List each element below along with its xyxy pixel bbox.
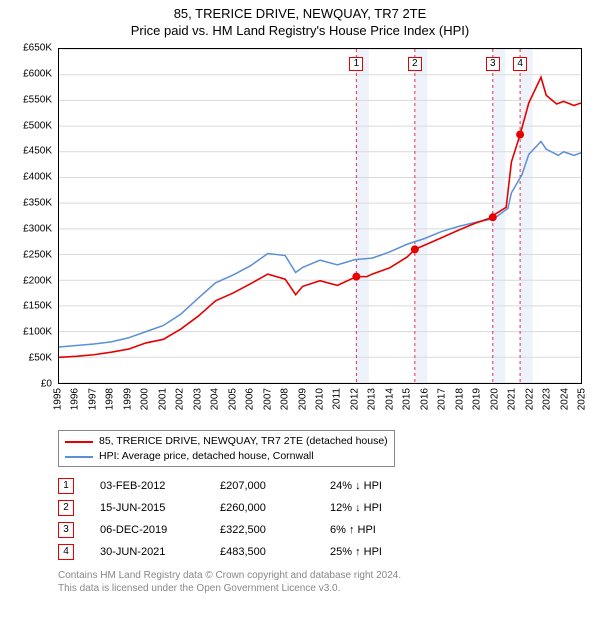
x-tick-label: 2018 — [454, 388, 465, 410]
legend: 85, TRERICE DRIVE, NEWQUAY, TR7 2TE (det… — [58, 430, 395, 467]
x-tick-label: 2007 — [262, 388, 273, 410]
x-tick-label: 1999 — [122, 388, 133, 410]
x-tick-label: 2008 — [280, 388, 291, 410]
chart-area: £0 £50K £100K £150K £200K £250K £300K £350K £400… — [10, 44, 586, 424]
x-axis-labels: 1995199619971998199920002001200220032004… — [58, 386, 582, 424]
x-tick-label: 2024 — [559, 388, 570, 410]
chart-figure: 85, TRERICE DRIVE, NEWQUAY, TR7 2TE Pric… — [0, 0, 600, 595]
attribution-line2: This data is licensed under the Open Gov… — [58, 582, 586, 595]
x-tick-label: 2005 — [227, 388, 238, 410]
title-line2: Price paid vs. HM Land Registry's House … — [0, 23, 600, 38]
x-tick-label: 2006 — [245, 388, 256, 410]
title-block: 85, TRERICE DRIVE, NEWQUAY, TR7 2TE Pric… — [0, 0, 600, 38]
event-date: 30-JUN-2021 — [100, 541, 220, 563]
event-badge-4: 4 — [513, 57, 527, 71]
x-tick-label: 1996 — [70, 388, 81, 410]
x-tick-label: 2016 — [419, 388, 430, 410]
plot: 1 2 34 — [58, 48, 582, 384]
x-tick-label: 1995 — [53, 388, 64, 410]
x-tick-label: 2000 — [140, 388, 151, 410]
y-tick-label: £0 — [41, 379, 52, 390]
event-delta: 24% ↓ HPI — [330, 475, 382, 497]
x-tick-label: 2020 — [489, 388, 500, 410]
event-delta: 25% ↑ HPI — [330, 541, 382, 563]
x-tick-label: 2004 — [210, 388, 221, 410]
x-tick-label: 2022 — [524, 388, 535, 410]
event-badge-1: 1 — [349, 57, 363, 71]
y-tick-label: £550K — [23, 94, 52, 105]
event-price: £322,500 — [220, 519, 330, 541]
y-tick-label: £450K — [23, 146, 52, 157]
legend-row: HPI: Average price, detached house, Corn… — [65, 449, 388, 464]
x-tick-label: 2002 — [175, 388, 186, 410]
x-tick-label: 2013 — [367, 388, 378, 410]
event-row: 4 30-JUN-2021£483,50025% ↑ HPI — [58, 541, 586, 563]
event-badge: 3 — [58, 522, 74, 538]
x-tick-label: 2001 — [157, 388, 168, 410]
event-row: 1 03-FEB-2012£207,00024% ↓ HPI — [58, 475, 586, 497]
x-tick-label: 2003 — [192, 388, 203, 410]
x-tick-label: 2017 — [437, 388, 448, 410]
x-tick-label: 2025 — [577, 388, 588, 410]
y-tick-label: £400K — [23, 172, 52, 183]
y-tick-label: £100K — [23, 327, 52, 338]
legend-label: 85, TRERICE DRIVE, NEWQUAY, TR7 2TE (det… — [99, 434, 388, 449]
legend-swatch — [65, 456, 93, 458]
event-price: £483,500 — [220, 541, 330, 563]
x-tick-label: 2014 — [384, 388, 395, 410]
y-tick-label: £650K — [23, 43, 52, 54]
events-table: 1 03-FEB-2012£207,00024% ↓ HPI 2 15-JUN-201… — [58, 475, 586, 563]
event-price: £207,000 — [220, 475, 330, 497]
x-tick-label: 2012 — [349, 388, 360, 410]
event-delta: 12% ↓ HPI — [330, 497, 382, 519]
event-price: £260,000 — [220, 497, 330, 519]
event-badge: 1 — [58, 478, 74, 494]
event-badge: 2 — [58, 500, 74, 516]
y-axis-labels: £0£50K£100K£150K£200K£250K£300K£350K£400… — [10, 48, 56, 384]
x-tick-label: 2015 — [402, 388, 413, 410]
legend-label: HPI: Average price, detached house, Corn… — [99, 449, 314, 464]
y-tick-label: £250K — [23, 249, 52, 260]
legend-swatch — [65, 441, 93, 443]
event-date: 06-DEC-2019 — [100, 519, 220, 541]
x-tick-label: 1997 — [87, 388, 98, 410]
x-tick-label: 1998 — [105, 388, 116, 410]
attribution-line1: Contains HM Land Registry data © Crown c… — [58, 569, 586, 582]
y-tick-label: £500K — [23, 120, 52, 131]
title-line1: 85, TRERICE DRIVE, NEWQUAY, TR7 2TE — [0, 6, 600, 21]
y-tick-label: £600K — [23, 68, 52, 79]
y-tick-label: £200K — [23, 275, 52, 286]
event-date: 03-FEB-2012 — [100, 475, 220, 497]
x-tick-label: 2010 — [315, 388, 326, 410]
event-row: 2 15-JUN-2015£260,00012% ↓ HPI — [58, 497, 586, 519]
event-delta: 6% ↑ HPI — [330, 519, 376, 541]
y-tick-label: £300K — [23, 223, 52, 234]
attribution: Contains HM Land Registry data © Crown c… — [58, 569, 586, 595]
event-date: 15-JUN-2015 — [100, 497, 220, 519]
event-badge-2: 2 — [408, 57, 422, 71]
x-tick-label: 2021 — [507, 388, 518, 410]
y-tick-label: £150K — [23, 301, 52, 312]
x-tick-label: 2009 — [297, 388, 308, 410]
y-tick-label: £350K — [23, 198, 52, 209]
x-tick-label: 2023 — [542, 388, 553, 410]
event-badge: 4 — [58, 544, 74, 560]
legend-row: 85, TRERICE DRIVE, NEWQUAY, TR7 2TE (det… — [65, 434, 388, 449]
x-tick-label: 2011 — [332, 388, 343, 410]
y-tick-label: £50K — [29, 353, 52, 364]
event-row: 3 06-DEC-2019£322,5006% ↑ HPI — [58, 519, 586, 541]
x-tick-label: 2019 — [472, 388, 483, 410]
plot-svg — [59, 49, 581, 383]
event-badge-3: 3 — [486, 57, 500, 71]
